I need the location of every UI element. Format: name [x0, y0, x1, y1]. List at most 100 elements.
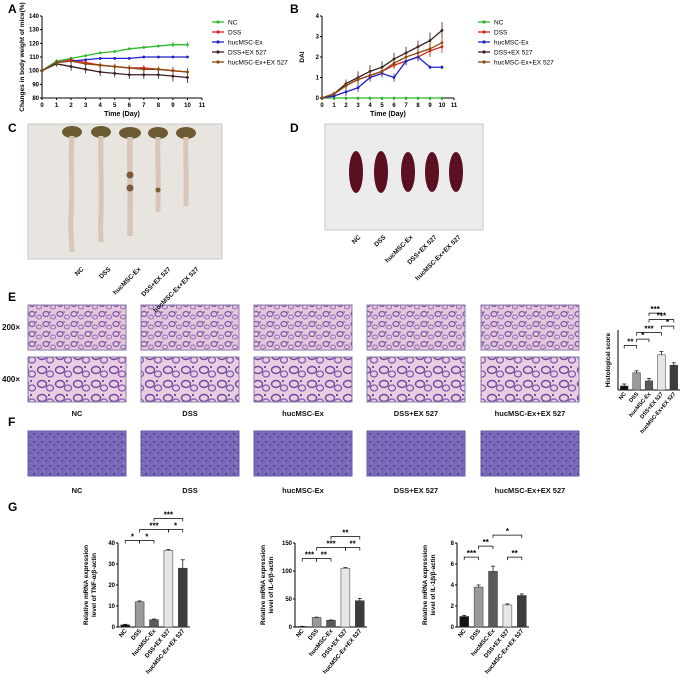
- significance-bracket: [661, 325, 675, 330]
- data-point-2: [113, 56, 117, 60]
- y-tick-label: 1: [316, 76, 320, 82]
- bar-4: [669, 364, 678, 391]
- data-point-4: [440, 41, 444, 45]
- category-label: DSS: [470, 628, 483, 641]
- x-tick-label: 3: [84, 103, 88, 109]
- data-point-2: [171, 55, 175, 59]
- bar-3: [657, 354, 666, 391]
- spleen-col-hucmsc-ex527: hucMSC-Ex+EX 527: [494, 486, 566, 495]
- panel-letter-g: G: [8, 500, 17, 514]
- spleen-histology-hucmsc-ex527: [480, 430, 580, 477]
- spleen-histology-dss-ex527: [366, 430, 466, 477]
- legend-marker: [482, 20, 486, 24]
- significance-label: *: [145, 533, 149, 542]
- spleen-col-dss-ex527: DSS+EX 527: [393, 486, 439, 495]
- histology-nc-400x: [27, 356, 127, 403]
- magnification-400x: 400×: [2, 375, 21, 384]
- x-tick-label: 11: [451, 103, 458, 109]
- spleen-histology-grid: [27, 430, 580, 477]
- x-tick-label: 2: [344, 103, 348, 109]
- histology-col-hucmsc-ex527: hucMSC-Ex+EX 527: [494, 409, 566, 418]
- data-point-4: [113, 65, 117, 68]
- data-point-3: [440, 28, 444, 32]
- y-tick-label: 150: [282, 541, 293, 547]
- panel-letter-b: B: [290, 2, 299, 16]
- spleen-specimens: [349, 151, 463, 193]
- legend-entry: DSS+EX 527: [494, 50, 533, 57]
- data-point-4: [428, 47, 432, 51]
- data-point-0: [127, 47, 131, 51]
- data-point-4: [356, 78, 360, 81]
- significance-label: ***: [657, 312, 667, 321]
- significance-bracket: [636, 332, 662, 336]
- x-tick-label: 11: [199, 103, 206, 109]
- legend-entry: DSS: [228, 30, 242, 37]
- y-tick-label: 120: [29, 41, 40, 47]
- spleen-col-nc: NC: [71, 486, 83, 495]
- spleen-histology-nc: [27, 430, 127, 477]
- bar-0: [459, 616, 469, 628]
- colon-specimens: [62, 126, 196, 253]
- y-tick-label: 30: [108, 562, 115, 568]
- histology-dss-200x: [140, 304, 240, 351]
- data-point-4: [142, 67, 146, 71]
- data-point-4: [127, 66, 131, 70]
- x-tick-label: 7: [142, 103, 146, 109]
- bar-0: [120, 624, 130, 628]
- significance-bracket: [316, 558, 332, 562]
- legend-marker: [216, 20, 220, 24]
- data-point-4: [332, 92, 336, 96]
- data-point-2: [356, 86, 360, 90]
- bar-4: [355, 600, 365, 628]
- data-point-3: [186, 76, 189, 79]
- data-point-2: [440, 65, 444, 69]
- y-tick-label: 2: [451, 604, 455, 610]
- category-label: DSS: [308, 628, 321, 641]
- data-point-4: [404, 55, 408, 59]
- legend-entry: hucMSC-Ex: [494, 40, 529, 47]
- y-tick-label: 90: [32, 82, 39, 88]
- data-point-0: [156, 44, 160, 48]
- spleen-dss: [374, 151, 388, 193]
- data-point-4: [69, 59, 73, 63]
- colon-hucmsc: [119, 127, 141, 236]
- y-tick-label: 20: [108, 583, 115, 589]
- panel-letter-f: F: [8, 415, 15, 429]
- category-label: NC: [119, 628, 130, 639]
- significance-bracket: [139, 540, 155, 544]
- colon-hucmsc-ex527: [176, 127, 196, 206]
- data-point-2: [127, 56, 131, 60]
- y-axis-label: level of IL-6/β-actin: [268, 556, 275, 613]
- y-tick-label: 110: [29, 55, 39, 61]
- data-point-0: [404, 96, 408, 100]
- histology-dss-ex527-200x: [366, 304, 466, 351]
- x-axis-label: Time (Day): [104, 111, 140, 118]
- histology-col-hucmsc: hucMSC-Ex: [282, 409, 324, 418]
- panel-letter-c: C: [8, 121, 17, 135]
- bar-1: [473, 586, 484, 628]
- histology-hucmsc-ex527-400x: [480, 356, 580, 403]
- significance-label: *: [506, 527, 510, 536]
- category-label: NC: [458, 628, 469, 639]
- x-tick-label: 0: [320, 103, 324, 109]
- significance-label: **: [342, 529, 349, 538]
- bar-3: [340, 567, 351, 628]
- data-point-4: [344, 84, 348, 88]
- significance-label: ***: [164, 511, 174, 520]
- y-axis-label: DAI: [299, 51, 306, 62]
- data-point-2: [392, 76, 396, 79]
- x-tick-label: 10: [439, 103, 446, 109]
- y-tick-label: 100: [29, 69, 40, 75]
- x-tick-label: 2: [69, 103, 73, 109]
- x-tick-label: 5: [380, 103, 384, 109]
- y-tick-label: 10: [108, 604, 115, 610]
- data-point-0: [98, 51, 102, 55]
- data-point-2: [98, 56, 102, 60]
- x-tick-label: 7: [404, 103, 408, 109]
- bar-4: [178, 567, 188, 628]
- data-point-3: [127, 73, 131, 77]
- category-label: NC: [618, 391, 628, 401]
- spleen-hucmsc-ex527: [449, 152, 463, 192]
- chart-body-weight: 0 1 2 3 4 5 6 7 8 9 10 11 80 90 100 110 120 130 140 Time (D…: [19, 2, 206, 118]
